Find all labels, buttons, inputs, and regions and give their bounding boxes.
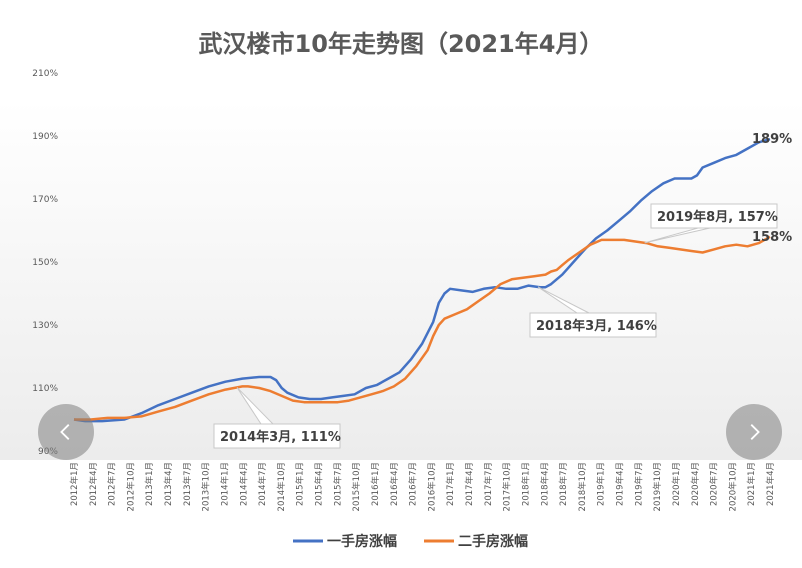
x-tick-label: 2018年7月: [558, 462, 569, 506]
x-axis: 2012年1月 2012年4月 2012年7月 2012年10月 2013年1月 2013…: [69, 462, 776, 511]
x-tick-label: 2014年10月: [276, 462, 287, 511]
x-tick-label: 2013年10月: [201, 462, 212, 511]
legend-label-series2: 二手房涨幅: [458, 533, 528, 550]
x-tick-label: 2020年10月: [727, 462, 738, 511]
x-tick-label: 2012年7月: [107, 462, 118, 506]
legend: 一手房涨幅 二手房涨幅: [293, 533, 528, 550]
x-tick-label: 2012年4月: [88, 462, 99, 506]
x-tick-label: 2018年1月: [520, 462, 531, 506]
x-tick-label: 2019年4月: [615, 462, 626, 506]
x-tick-label: 2017年7月: [483, 462, 494, 506]
series-line-1: [73, 137, 771, 423]
x-tick-label: 2019年1月: [596, 462, 607, 506]
y-tick-label: 130%: [32, 321, 58, 331]
x-tick-label: 2013年1月: [144, 462, 155, 506]
x-tick-label: 2017年10月: [502, 462, 513, 511]
x-tick-label: 2015年10月: [351, 462, 362, 511]
x-tick-label: 2012年10月: [125, 462, 136, 511]
series-line-2: [74, 235, 771, 421]
x-tick-label: 2020年1月: [671, 462, 682, 506]
series-layer: 189% 158%: [73, 132, 792, 423]
callout-label: 2019年8月, 157%: [657, 209, 778, 225]
x-tick-label: 2020年4月: [690, 462, 701, 506]
x-tick-label: 2019年7月: [633, 462, 644, 506]
chevron-right-icon: [750, 424, 760, 440]
y-tick-label: 110%: [32, 384, 58, 394]
callout-box: [213, 423, 341, 449]
end-value-label-1: 189%: [752, 132, 792, 147]
x-tick-label: 2015年7月: [332, 462, 343, 506]
callout-label: 2018年3月, 146%: [536, 318, 657, 334]
x-tick-label: 2016年1月: [370, 462, 381, 506]
carousel-next-button[interactable]: [726, 404, 782, 460]
chart-title: 武汉楼市10年走势图（2021年4月）: [199, 30, 604, 58]
x-tick-label: 2019年10月: [652, 462, 663, 511]
x-tick-label: 2020年7月: [709, 462, 720, 506]
y-tick-label: 150%: [32, 258, 58, 268]
x-tick-label: 2014年7月: [257, 462, 268, 506]
x-tick-label: 2015年1月: [295, 462, 306, 506]
end-value-label-2: 158%: [752, 230, 792, 245]
x-tick-label: 2017年1月: [445, 462, 456, 506]
carousel-prev-button[interactable]: [38, 404, 94, 460]
annotation-layer: 2014年3月, 111% 2018年3月, 146% 2019年8月, 157%: [213, 203, 778, 449]
x-tick-label: 2015年4月: [314, 462, 325, 506]
x-tick-label: 2016年10月: [426, 462, 437, 511]
x-tick-label: 2018年10月: [577, 462, 588, 511]
x-tick-label: 2014年4月: [238, 462, 249, 506]
callout-box: [529, 312, 657, 338]
callout-box: [650, 203, 778, 229]
y-tick-label: 190%: [32, 132, 58, 142]
x-tick-label: 2016年4月: [389, 462, 400, 506]
x-tick-label: 2014年1月: [219, 462, 230, 506]
x-tick-label: 2018年4月: [539, 462, 550, 506]
x-tick-label: 2021年1月: [746, 462, 757, 506]
callout-label: 2014年3月, 111%: [220, 429, 341, 445]
y-tick-label: 170%: [32, 195, 58, 205]
x-tick-label: 2021年4月: [765, 462, 776, 506]
y-tick-label: 210%: [32, 69, 58, 79]
x-tick-label: 2012年1月: [69, 462, 80, 506]
x-tick-label: 2013年7月: [182, 462, 193, 506]
x-tick-label: 2017年4月: [464, 462, 475, 506]
legend-label-series1: 一手房涨幅: [327, 533, 397, 550]
x-tick-label: 2013年4月: [163, 462, 174, 506]
chevron-left-icon: [60, 424, 70, 440]
x-tick-label: 2016年7月: [408, 462, 419, 506]
plot-background: [0, 100, 802, 460]
